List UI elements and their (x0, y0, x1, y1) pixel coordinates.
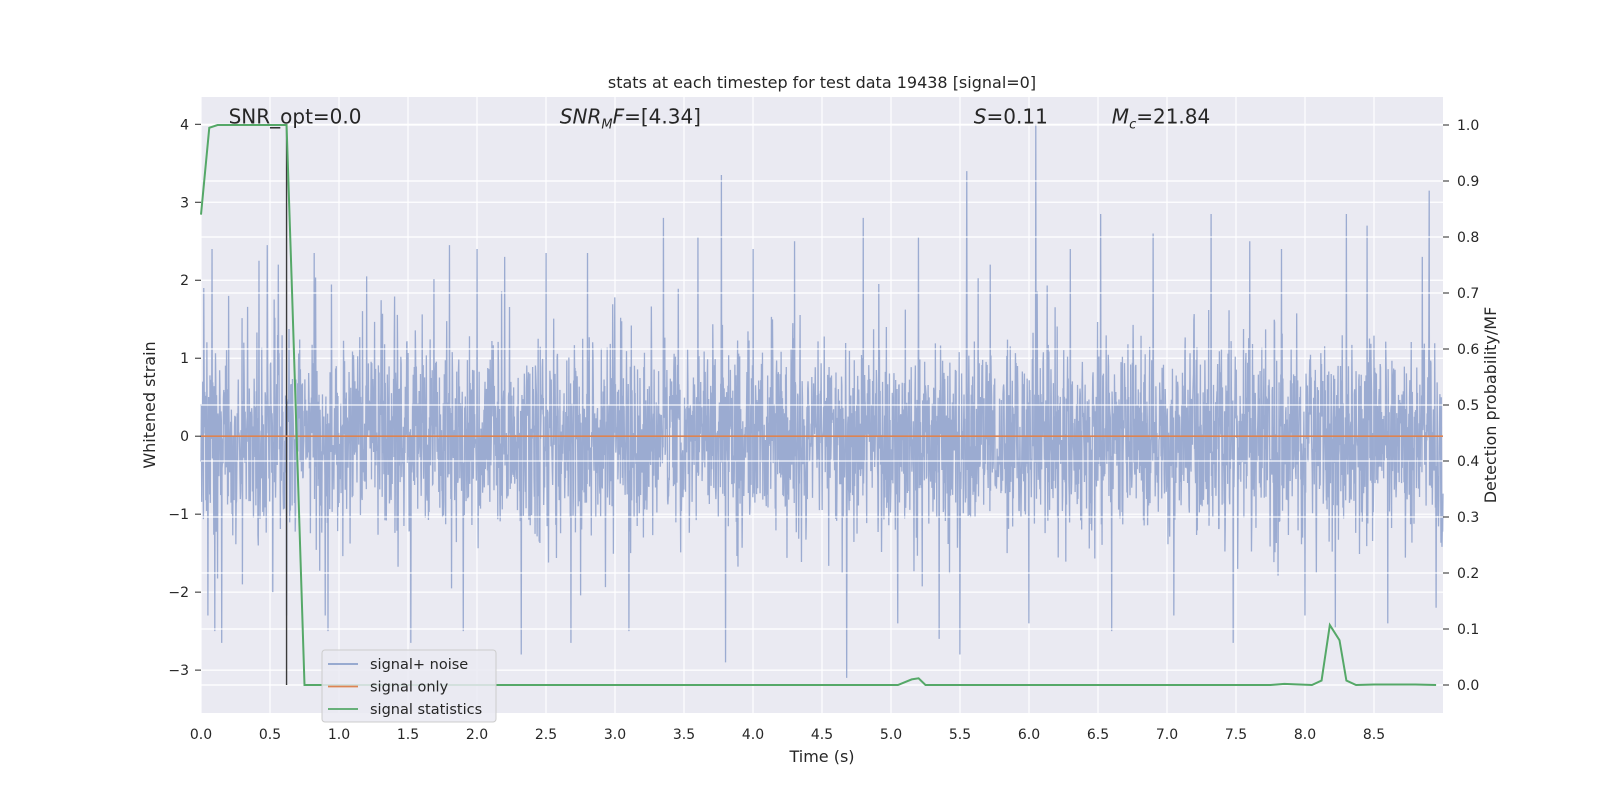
y-tick-label: −2 (168, 585, 189, 601)
y-right-tick-label: 0.1 (1457, 622, 1479, 638)
x-tick-label: 5.0 (880, 727, 902, 743)
y-right-tick-label: 0.4 (1457, 454, 1479, 470)
x-tick-label: 7.5 (1225, 727, 1247, 743)
x-tick-label: 2.5 (535, 727, 557, 743)
y-tick-labels: −3 −2 −1 0 1 2 3 4 (168, 117, 201, 679)
x-tick-label: 1.0 (328, 727, 350, 743)
x-tick-label: 4.0 (742, 727, 764, 743)
y-tick-label: 0 (180, 429, 189, 445)
x-tick-label: 7.0 (1156, 727, 1178, 743)
x-tick-label: 6.0 (1018, 727, 1040, 743)
legend-entry-label: signal+ noise (370, 657, 468, 673)
y-tick-label: 2 (180, 273, 189, 289)
annotations: SNR_opt=0.0 SNRMF=[4.34] S=0.11 Mc=21.84 (229, 104, 1211, 132)
legend-box (321, 649, 497, 723)
y-tick-label: −1 (168, 507, 189, 523)
x-tick-label: 4.5 (811, 727, 833, 743)
y-tick-label: 4 (180, 117, 189, 133)
y-right-tick-label: 0.0 (1457, 678, 1479, 694)
x-tick-label: 0.0 (190, 727, 212, 743)
y-right-tick-label: 0.2 (1457, 566, 1479, 582)
annotation: SNR_opt=0.0 (229, 104, 362, 128)
x-tick-labels: 0.0 0.5 1.0 1.5 2.0 2.5 3.0 3.5 4.0 4.5 5.0 5.5 6.0 6… (190, 727, 1385, 743)
legend-entry-label: signal statistics (370, 702, 482, 718)
y-right-tick-label: 0.3 (1457, 510, 1479, 526)
annotation: S=0.11 (974, 104, 1048, 128)
x-tick-label: 1.5 (397, 727, 419, 743)
series-signal-noise (200, 124, 1444, 678)
series-signal-statistics (200, 124, 1437, 687)
y-tick-label: 1 (180, 351, 189, 367)
x-tick-label: 5.5 (949, 727, 971, 743)
y-right-tick-label: 0.9 (1457, 174, 1479, 190)
y-right-tick-label: 0.6 (1457, 342, 1479, 358)
x-tick-label: 8.0 (1294, 727, 1316, 743)
x-tick-label: 0.5 (259, 727, 281, 743)
y-right-tick-labels: 0.0 0.1 0.2 0.3 0.4 0.5 0.6 0.7 0.8 0.9 1.0 (1443, 118, 1479, 694)
y-axis-label: Whitened strain (140, 341, 159, 468)
legend: signal+ noise signal only signal statistic… (321, 649, 497, 723)
chart-title: stats at each timestep for test data 194… (608, 73, 1036, 92)
x-tick-label: 8.5 (1363, 727, 1385, 743)
y-right-tick-label: 0.5 (1457, 398, 1479, 414)
y-right-tick-label: 1.0 (1457, 118, 1479, 134)
legend-entry-label: signal only (370, 680, 449, 696)
x-tick-label: 6.5 (1087, 727, 1109, 743)
y-right-tick-label: 0.8 (1457, 230, 1479, 246)
x-tick-label: 3.0 (604, 727, 626, 743)
y-right-axis-label: Detection probability/MF (1481, 307, 1500, 504)
annotation: Mc=21.84 (1112, 104, 1210, 132)
x-axis-label: Time (s) (788, 747, 854, 766)
y-right-tick-label: 0.7 (1457, 286, 1479, 302)
y-tick-label: 3 (180, 195, 189, 211)
x-tick-label: 3.5 (673, 727, 695, 743)
annotation: SNRMF=[4.34] (560, 104, 701, 132)
y-tick-label: −3 (168, 663, 189, 679)
x-tick-label: 2.0 (466, 727, 488, 743)
